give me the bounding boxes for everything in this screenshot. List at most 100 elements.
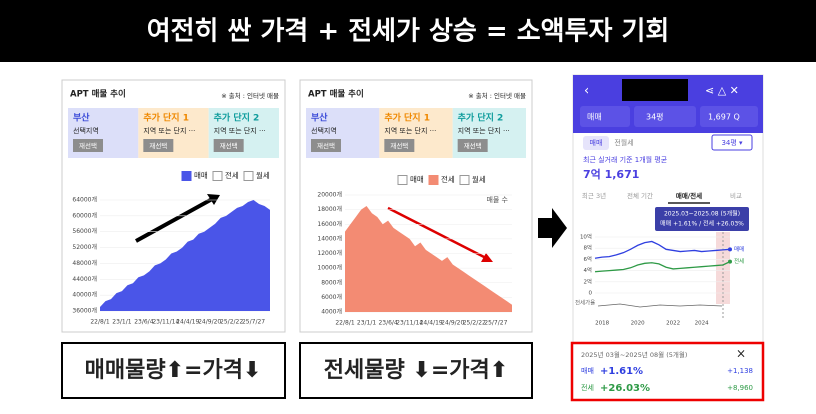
filter-sub: 선택지역 — [73, 126, 99, 135]
x-tick-label: 23/6/4 — [378, 320, 397, 327]
area — [345, 205, 512, 312]
x-tick-label: 23/11/14 — [152, 319, 179, 326]
filter-button[interactable] — [213, 139, 244, 152]
tab[interactable]: 비교 — [730, 191, 742, 200]
filter-button-text[interactable]: 재선택 — [390, 141, 408, 150]
back-icon[interactable]: ‹ — [584, 84, 589, 99]
y-tick-label: 10억 — [580, 233, 592, 241]
card — [570, 341, 765, 402]
x-tick-label: 22/8/1 — [90, 319, 109, 326]
select[interactable] — [700, 106, 758, 127]
filter-region: 추가 단지 1 — [143, 112, 189, 124]
card-name: 매매 — [581, 367, 594, 375]
filter-button-text[interactable]: 재선택 — [317, 141, 335, 150]
select[interactable] — [634, 106, 696, 127]
y-tick-label: 44000개 — [72, 275, 97, 283]
toggle[interactable]: 전월세 — [614, 138, 633, 147]
x-tick-label: 2022 — [666, 321, 680, 327]
x-tick-label: 25/2/22 — [463, 320, 486, 327]
annotation: 매물 수 — [486, 196, 508, 204]
filter-button-text[interactable]: 재선택 — [464, 141, 482, 150]
legend-label[interactable]: 월세 — [472, 174, 486, 184]
filter-sub: 선택지역 — [311, 126, 337, 135]
legend-box[interactable] — [428, 175, 439, 185]
size[interactable]: 34평 ▾ — [721, 138, 743, 147]
filter-region: 추가 단지 2 — [214, 112, 260, 124]
ratio-label: 전세가율 — [575, 299, 595, 307]
filter-button-text[interactable]: 재선택 — [149, 141, 167, 150]
line — [594, 240, 731, 259]
legend-box[interactable] — [181, 171, 192, 181]
toggle-on[interactable] — [583, 136, 609, 150]
legend-label[interactable]: 전세 — [225, 170, 239, 180]
icons[interactable]: ⋖ △ ✕ — [705, 84, 739, 97]
tab[interactable]: 최근 3년 — [582, 191, 606, 200]
y-tick-label: 6000개 — [321, 293, 342, 301]
card-amount: +8,960 — [727, 384, 753, 392]
toggle[interactable]: 매매 — [590, 139, 603, 147]
trend-arrow — [387, 206, 487, 260]
y-tick-label: 18000개 — [317, 205, 342, 213]
redaction — [622, 79, 688, 101]
select-text: 매매 — [587, 113, 602, 122]
select[interactable] — [580, 106, 630, 127]
filter-button[interactable] — [384, 139, 415, 152]
tooltip-text: 매매 +1.61% / 전세 +26.03% — [660, 220, 744, 228]
filter-sub: 지역 또는 단지 ··· — [458, 126, 510, 135]
tab[interactable]: 매매/전세 — [676, 191, 702, 200]
card-close[interactable]: × — [736, 347, 746, 361]
tooltip-text: 2025.03~2025.08 (5개월) — [664, 210, 740, 218]
caption-box — [61, 342, 286, 399]
y-tick-label: 12000개 — [317, 249, 342, 257]
tooltip — [655, 207, 749, 231]
legend-box[interactable] — [212, 171, 223, 181]
x-tick-label: 24/9/20 — [198, 319, 221, 326]
legend-label[interactable]: 월세 — [256, 170, 270, 180]
select-text: 34평 — [646, 112, 664, 122]
filter-region: 부산 — [73, 112, 90, 124]
tab[interactable]: 전체 기간 — [627, 191, 653, 200]
y-tick-label: 52000개 — [72, 243, 97, 251]
filter-button-text[interactable]: 재선택 — [79, 141, 97, 150]
filter-button-text[interactable]: 재선택 — [220, 141, 238, 150]
legend-box[interactable] — [243, 171, 254, 181]
x-tick-label: 23/11/14 — [396, 320, 423, 327]
filter-region: 부산 — [311, 112, 328, 124]
y-tick-label: 8000개 — [321, 278, 342, 286]
filter-button[interactable] — [73, 139, 103, 152]
caption-box — [299, 342, 533, 399]
trend-arrow — [135, 196, 215, 243]
card-name: 전세 — [581, 383, 594, 392]
y-tick-label: 2억 — [583, 277, 592, 285]
filter-button[interactable] — [311, 139, 341, 152]
size-select[interactable] — [711, 134, 753, 151]
x-tick-label: 24/9/20 — [441, 320, 464, 327]
legend-label[interactable]: 매매 — [410, 175, 424, 184]
x-tick-label: 2018 — [595, 321, 609, 327]
source: ※ 출처 : 인터넷 매물 — [221, 91, 279, 100]
end-dot — [728, 247, 732, 252]
line — [594, 261, 731, 273]
trend-arrow-head — [481, 253, 493, 262]
y-tick-label: 60000개 — [72, 211, 97, 219]
y-tick-label: 48000개 — [72, 259, 97, 267]
y-tick-label: 4억 — [583, 266, 592, 274]
legend-label[interactable]: 매매 — [194, 171, 208, 180]
x-tick-label: 25/2/22 — [220, 319, 243, 326]
y-tick-label: 6억 — [583, 255, 592, 263]
x-tick-label: 25/7/27 — [484, 320, 507, 327]
panel-title: APT 매물 추이 — [308, 89, 364, 100]
avg-value: 7억 1,671 — [583, 168, 639, 181]
x-tick-label: 22/8/1 — [335, 320, 354, 327]
filter-sub: 지역 또는 단지 ··· — [214, 126, 266, 135]
card-period: 2025년 03월~2025년 08월 (5개월) — [581, 350, 687, 359]
title: 여전히 싼 가격 + 전세가 상승 = 소액투자 기회 — [147, 17, 670, 47]
legend-box[interactable] — [397, 175, 408, 185]
filter-button[interactable] — [457, 139, 488, 152]
banner — [0, 0, 816, 62]
filter-button[interactable] — [143, 139, 174, 152]
filter-sub: 지역 또는 단지 ··· — [384, 126, 436, 135]
legend-label[interactable]: 전세 — [441, 174, 455, 184]
legend-box[interactable] — [459, 175, 470, 185]
x-tick-label: 2020 — [631, 321, 645, 327]
